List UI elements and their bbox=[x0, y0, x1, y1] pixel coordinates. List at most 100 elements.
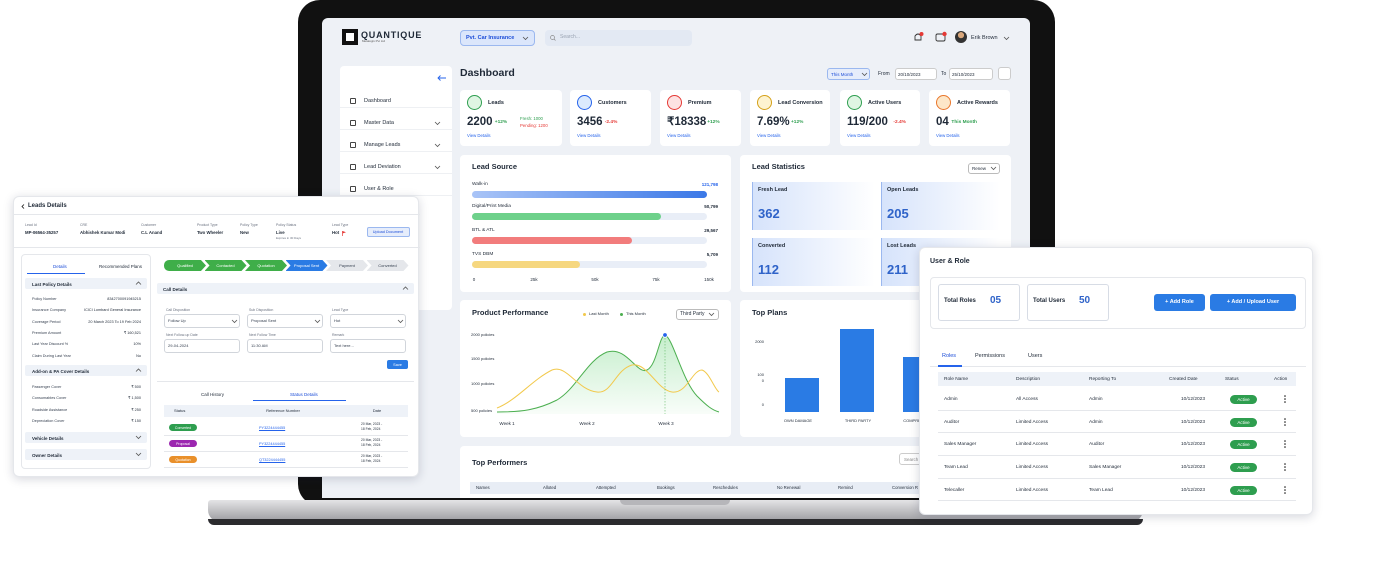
action-button[interactable] bbox=[1154, 294, 1205, 311]
form-input[interactable] bbox=[247, 339, 323, 353]
save-button-text[interactable]: Save bbox=[393, 362, 402, 367]
period-select[interactable] bbox=[827, 68, 870, 80]
tab[interactable]: Details bbox=[53, 264, 67, 269]
legend-label: This Month bbox=[626, 311, 646, 316]
from-date-input[interactable] bbox=[895, 68, 937, 80]
screen: QUANTIQUE Metalogix Pvt Ltd Pvt. Car Insur… bbox=[322, 18, 1030, 498]
product-filter-text[interactable]: Third Party bbox=[680, 311, 705, 317]
from-date[interactable]: 20/10/2023 bbox=[898, 72, 921, 77]
section-header[interactable] bbox=[157, 283, 414, 294]
kpi-link[interactable]: View Details bbox=[936, 133, 960, 138]
tab[interactable]: Status Details bbox=[290, 392, 318, 397]
period-text[interactable]: This Month bbox=[831, 72, 854, 77]
row-value: ₹ 250 bbox=[131, 407, 141, 412]
to-date[interactable]: 25/10/2023 bbox=[952, 72, 975, 77]
performers-search-text[interactable]: Search bbox=[904, 457, 919, 462]
column-header: Reporting To bbox=[1089, 376, 1117, 382]
sidebar-item[interactable]: Manage Leads bbox=[364, 142, 401, 148]
field-label: Policy Type bbox=[240, 223, 258, 227]
notification-icon bbox=[914, 32, 924, 41]
reference-link[interactable]: QT3224444455 bbox=[259, 457, 286, 462]
form-input[interactable] bbox=[330, 314, 406, 328]
section-title[interactable]: Last Policy Details bbox=[32, 281, 72, 287]
form-input[interactable] bbox=[330, 339, 406, 353]
cell: 10/12/2023 bbox=[1181, 442, 1206, 448]
user-name[interactable]: Erik Brown bbox=[971, 35, 998, 41]
column-header: Created Date bbox=[1169, 376, 1198, 382]
search-placeholder[interactable]: Search... bbox=[560, 34, 581, 40]
kpi-link[interactable]: View Details bbox=[667, 133, 691, 138]
kpi-label: Leads bbox=[488, 100, 504, 106]
kpi-link[interactable]: View Details bbox=[757, 133, 781, 138]
upload-button[interactable] bbox=[367, 227, 410, 237]
column-header: Action bbox=[1274, 376, 1288, 382]
action-button[interactable] bbox=[1210, 294, 1296, 311]
kpi-extra: Fresh: 1000 bbox=[520, 116, 543, 121]
source-bar bbox=[472, 237, 632, 244]
form-value[interactable]: Follow Up bbox=[168, 318, 186, 323]
sidebar-item[interactable]: User & Role bbox=[364, 186, 394, 192]
tab[interactable]: Roles bbox=[942, 353, 957, 359]
upload-button-text[interactable]: Upload Document bbox=[372, 230, 404, 234]
kpi-change: +12% bbox=[494, 120, 508, 125]
save-button[interactable] bbox=[387, 360, 408, 369]
sidebar-item[interactable]: Dashboard bbox=[364, 98, 391, 104]
section-title[interactable]: Call Details bbox=[163, 286, 188, 292]
x-label: OWN DAMAGE bbox=[783, 418, 813, 423]
form-input[interactable] bbox=[247, 314, 323, 328]
action-button-text[interactable]: + Add / Upload User bbox=[1226, 299, 1280, 305]
axis-label: 25k bbox=[530, 277, 538, 282]
section-title[interactable]: Owner Details bbox=[32, 452, 63, 458]
form-value[interactable]: 11:30 AM bbox=[251, 343, 268, 348]
logo-inner bbox=[346, 33, 354, 41]
tab[interactable]: Call History bbox=[201, 392, 225, 397]
sidebar-item[interactable]: Lead Deviation bbox=[364, 164, 401, 170]
kpi-link[interactable]: View Details bbox=[847, 133, 871, 138]
status-badge bbox=[1230, 463, 1257, 473]
tab[interactable]: Users bbox=[1028, 353, 1043, 359]
kpi-link[interactable]: View Details bbox=[577, 133, 601, 138]
message-icon bbox=[935, 31, 947, 42]
cell: Admin bbox=[1089, 397, 1103, 402]
statistics-filter-text[interactable]: Renew bbox=[972, 166, 987, 171]
reference-link[interactable]: PY3224444455 bbox=[259, 441, 286, 446]
search-box[interactable] bbox=[545, 30, 692, 46]
kpi-label: Active Rewards bbox=[957, 100, 998, 106]
reference-link[interactable]: PY3224444455 bbox=[259, 425, 286, 430]
statistics-filter[interactable] bbox=[968, 163, 1000, 174]
cell: Telecaller bbox=[944, 487, 965, 493]
form-value[interactable]: Hot bbox=[334, 318, 341, 323]
cell: Auditor bbox=[944, 419, 960, 425]
section-header[interactable] bbox=[25, 365, 147, 376]
section-title[interactable]: Vehicle Details bbox=[32, 435, 64, 441]
insurance-select-text[interactable]: Pvt. Car Insurance bbox=[466, 35, 515, 41]
sidebar-divider bbox=[340, 151, 452, 152]
to-date-input[interactable] bbox=[949, 68, 993, 80]
sidebar-item[interactable]: Master Data bbox=[364, 120, 394, 126]
stat-label: Lost Leads bbox=[887, 243, 917, 249]
progress-step-label: Proposal Sent bbox=[293, 262, 320, 268]
column-header: Bookings bbox=[657, 485, 675, 490]
progress-step-label: Converted bbox=[378, 262, 397, 268]
insurance-select[interactable] bbox=[460, 30, 535, 46]
form-input[interactable] bbox=[164, 339, 240, 353]
kpi-link[interactable]: View Details bbox=[467, 133, 491, 138]
tab[interactable]: Recommended Plans bbox=[99, 264, 143, 269]
section-title[interactable]: Add-on & PA Cover Details bbox=[32, 368, 90, 374]
form-input[interactable] bbox=[164, 314, 240, 328]
stat-value: 50 bbox=[1079, 295, 1091, 306]
product-filter[interactable] bbox=[676, 309, 719, 320]
section-header[interactable] bbox=[25, 449, 147, 460]
action-button-text[interactable]: + Add Role bbox=[1165, 299, 1194, 305]
chevron bbox=[434, 143, 441, 148]
section-header[interactable] bbox=[25, 278, 147, 289]
field-value: Abhishek Kumar Modi bbox=[80, 230, 126, 235]
section-header[interactable] bbox=[25, 432, 147, 443]
tab[interactable]: Permissions bbox=[975, 353, 1005, 359]
table-header bbox=[470, 482, 1005, 494]
form-value[interactable]: Proposal Sent bbox=[251, 318, 277, 323]
source-bar bbox=[472, 213, 661, 220]
form-value[interactable]: Text here... bbox=[334, 343, 354, 348]
download-button[interactable] bbox=[998, 67, 1011, 80]
form-value[interactable]: 29-04-2024 bbox=[168, 343, 189, 348]
